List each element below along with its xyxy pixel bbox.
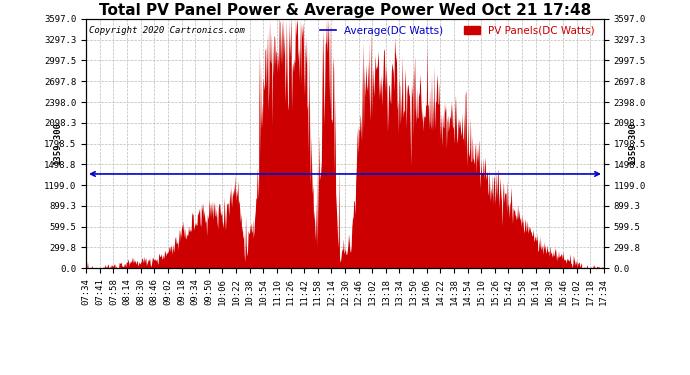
Legend: Average(DC Watts), PV Panels(DC Watts): Average(DC Watts), PV Panels(DC Watts) (316, 21, 599, 40)
Text: 1359.300: 1359.300 (53, 122, 62, 165)
Title: Total PV Panel Power & Average Power Wed Oct 21 17:48: Total PV Panel Power & Average Power Wed… (99, 3, 591, 18)
Text: Copyright 2020 Cartronics.com: Copyright 2020 Cartronics.com (89, 26, 245, 35)
Text: 1359.300: 1359.300 (628, 122, 637, 165)
